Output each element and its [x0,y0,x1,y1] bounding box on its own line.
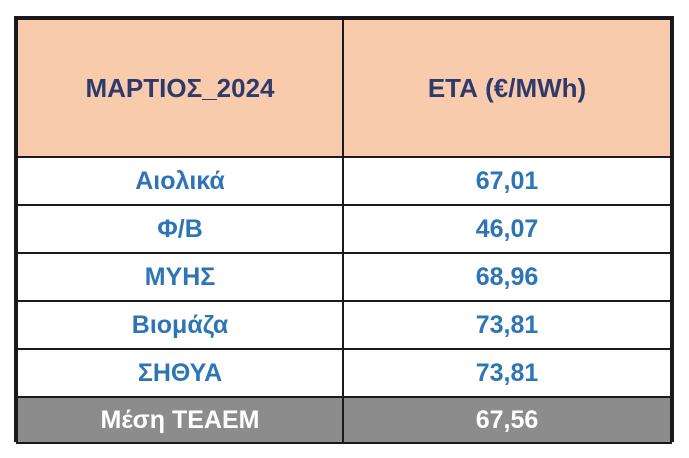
row-label: ΜΥΗΣ [16,252,344,302]
table-header-row: ΜΑΡΤΙΟΣ_2024 ΕΤΑ (€/MWh) [16,18,672,158]
footer-value: 67,56 [342,396,672,444]
table-row-aiolika: Αιολικά 67,01 [16,156,672,206]
row-value: 73,81 [342,348,672,398]
row-value: 46,07 [342,204,672,254]
row-label: Φ/Β [16,204,344,254]
row-label: Βιομάζα [16,300,344,350]
row-label: ΣΗΘΥΑ [16,348,344,398]
row-value: 67,01 [342,156,672,206]
row-label: Αιολικά [16,156,344,206]
table-footer-row: Μέση ΤΕΑΕΜ 67,56 [16,396,672,444]
table-row-myhs: ΜΥΗΣ 68,96 [16,252,672,302]
footer-label: Μέση ΤΕΑΕΜ [16,396,344,444]
eta-table-container: ΜΑΡΤΙΟΣ_2024 ΕΤΑ (€/MWh) Αιολικά 67,01 Φ… [14,16,674,444]
table-row-fv: Φ/Β 46,07 [16,204,672,254]
eta-table: ΜΑΡΤΙΟΣ_2024 ΕΤΑ (€/MWh) Αιολικά 67,01 Φ… [16,18,672,444]
header-month: ΜΑΡΤΙΟΣ_2024 [16,18,344,158]
header-eta-unit: ΕΤΑ (€/MWh) [342,18,672,158]
row-value: 73,81 [342,300,672,350]
table-row-viomaza: Βιομάζα 73,81 [16,300,672,350]
table-row-shthya: ΣΗΘΥΑ 73,81 [16,348,672,398]
row-value: 68,96 [342,252,672,302]
